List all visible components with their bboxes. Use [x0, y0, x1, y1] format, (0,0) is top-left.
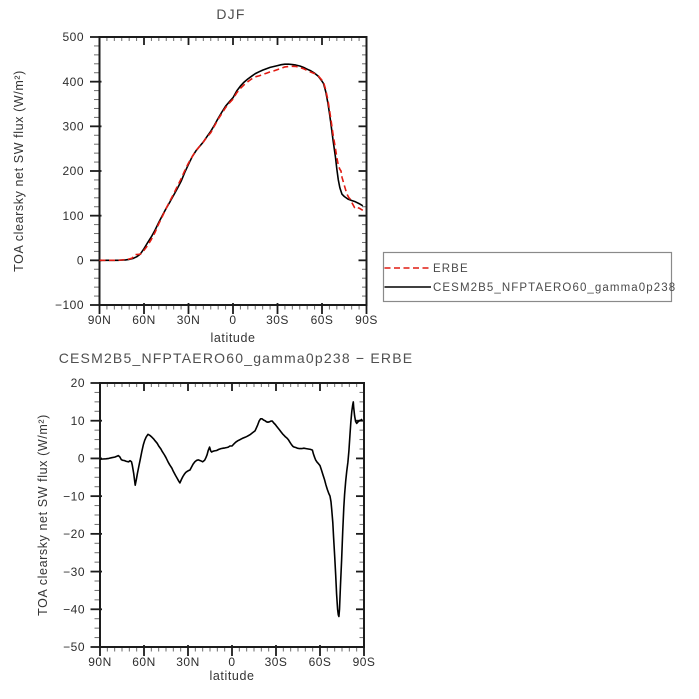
- x-tick-label: 90N: [88, 655, 112, 669]
- y-tick-label: −40: [63, 602, 85, 616]
- y-tick-label: −100: [55, 298, 84, 312]
- top-chart-area: 90N 60N 30N 0 30S 60S 90S 500 400 300 200 100 0 −100: [55, 30, 378, 327]
- legend-entry-label: ERBE: [433, 263, 469, 275]
- x-tick-label: 60S: [309, 655, 332, 669]
- legend-entry-label: CESM2B5_NFPTAERO60_gamma0p238: [433, 282, 676, 294]
- top-y-axis-label: TOA clearsky net SW flux (W/m²): [12, 70, 26, 272]
- x-tick-label: 90S: [353, 655, 376, 669]
- x-tick-label: 0: [229, 313, 236, 327]
- x-tick-label: 90N: [88, 313, 112, 327]
- y-tick-label: 10: [71, 414, 85, 428]
- x-tick-label: 30N: [177, 313, 201, 327]
- x-tick-label: 30S: [265, 655, 288, 669]
- x-tick-label: 30S: [266, 313, 289, 327]
- top-chart-title: DJF: [216, 6, 245, 22]
- y-tick-label: 20: [71, 376, 85, 390]
- curve-erbe: [99, 65, 364, 262]
- y-tick-label: −20: [63, 527, 85, 541]
- bottom-chart-area: 90N 60N 30N 0 30S 60S 90S 20 10 0 −10 −20 −30 −40 −50: [63, 376, 375, 669]
- legend: ERBE CESM2B5_NFPTAERO60_gamma0p238: [382, 251, 676, 303]
- top-x-axis-label: latitude: [210, 331, 255, 345]
- y-tick-label: −10: [63, 489, 85, 503]
- bottom-y-axis-label: TOA clearsky net SW flux (W/m²): [36, 414, 50, 616]
- bottom-x-axis-label: latitude: [209, 669, 254, 683]
- curve-cesm2b5-nfptaero60-gamma0p238-minus-erbe: [99, 401, 363, 618]
- curve-cesm2b5-nfptaero60-gamma0p238: [99, 63, 364, 262]
- y-tick-label: 300: [62, 120, 84, 134]
- y-tick-label: 0: [77, 254, 84, 268]
- x-tick-label: 30N: [176, 655, 200, 669]
- x-tick-label: 60S: [311, 313, 334, 327]
- x-tick-label: 0: [228, 655, 235, 669]
- x-tick-label: 60N: [132, 655, 156, 669]
- x-tick-label: 60N: [132, 313, 156, 327]
- y-tick-label: −30: [63, 565, 85, 579]
- y-tick-label: 500: [62, 30, 84, 44]
- y-tick-label: −50: [63, 640, 85, 654]
- plot-frame: [98, 36, 368, 306]
- x-tick-label: 90S: [355, 313, 378, 327]
- legend-box: [382, 251, 673, 303]
- bottom-chart-title: CESM2B5_NFPTAERO60_gamma0p238 − ERBE: [59, 350, 414, 366]
- y-tick-label: 0: [78, 452, 85, 466]
- y-tick-label: 400: [62, 75, 84, 89]
- y-tick-label: 100: [62, 209, 84, 223]
- plot-frame: [99, 382, 365, 648]
- y-tick-label: 200: [62, 164, 84, 178]
